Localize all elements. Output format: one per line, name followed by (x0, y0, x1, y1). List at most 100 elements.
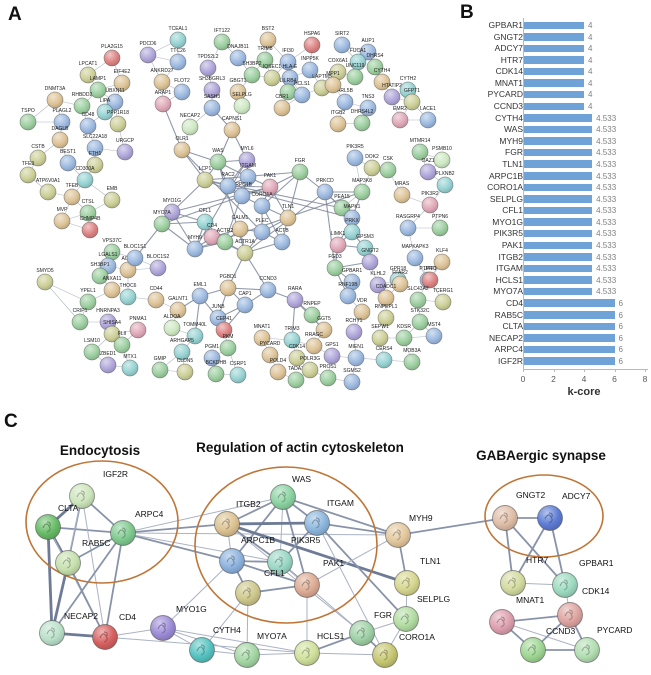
network-node: UNC119 (346, 63, 365, 86)
cluster-edge (122, 496, 284, 534)
bar (523, 264, 593, 273)
cluster-edge (226, 521, 318, 526)
node-label: PLA2G15 (101, 44, 123, 50)
node-label: RNPEPL1 (375, 304, 398, 310)
bar-category-label: PYCARD (487, 89, 523, 100)
network-node: FGR (291, 158, 309, 181)
node-label: MIEN1 (348, 344, 364, 350)
node-label: ALDOA (164, 314, 182, 320)
node-squiggle (221, 518, 230, 530)
node-label: CAP1 (238, 291, 251, 297)
node-label: SGMS2 (343, 368, 361, 374)
node-label: PKM (223, 334, 234, 340)
node-sphere (259, 31, 277, 49)
node-label: KLHL2 (370, 271, 386, 277)
node-sphere (215, 321, 233, 339)
network-node: AUP1 (359, 38, 377, 61)
node-sphere (359, 99, 377, 117)
x-axis-tick-label: 6 (612, 374, 617, 384)
network-node: LAMP1 (89, 76, 106, 99)
node-label: KLF4 (436, 248, 448, 254)
node-sphere (229, 366, 247, 384)
node-sphere (69, 483, 95, 509)
node-label: TOMM40L (183, 322, 207, 328)
network-node: UBXN11 (105, 88, 125, 111)
network-node: PIK3R2 (421, 191, 439, 214)
network-node: ACTR2 (216, 228, 233, 251)
node-label: BLOC1S1 (124, 244, 147, 250)
network-node: ANXA11 (103, 276, 122, 299)
network-node: FLOT2 (173, 78, 191, 101)
bar-row: MYH9 4.533 (0, 136, 651, 146)
network-node: CCND3 (259, 276, 277, 299)
node-sphere (294, 640, 320, 666)
node-label: EML1 (193, 282, 206, 288)
node-label: ARL5B (337, 88, 354, 94)
network-node: CFL1 (196, 208, 214, 231)
network-node: PLAGL2 (53, 108, 72, 131)
node-sphere (154, 95, 172, 113)
bar-value: 6 (618, 356, 623, 366)
cluster-node: NECAP2 (39, 611, 98, 646)
node-squiggle (544, 512, 553, 524)
node-sphere (283, 331, 301, 349)
node-label: MYH9 (409, 513, 433, 523)
node-sphere (261, 346, 279, 364)
node-label: GPBAR1 (579, 558, 614, 568)
network-node: PGBD1 (220, 274, 237, 297)
cluster-node: TLN1 (394, 556, 441, 596)
bar-value: 4.533 (596, 136, 617, 146)
network-node: MYL6 (238, 146, 256, 169)
node-squiggle (76, 490, 85, 502)
node-sphere (343, 223, 361, 241)
bar (523, 102, 584, 111)
node-label: CLDN5 (177, 358, 194, 364)
network-node: SGMS2 (343, 368, 361, 391)
node-label: CEP41 (216, 316, 232, 322)
network-node: MYH9 (186, 235, 204, 258)
node-sphere (119, 288, 137, 306)
cluster-ellipse (25, 460, 179, 584)
node-label: WAS (212, 148, 224, 154)
cluster-title: Regulation of actin cytoskeleton (196, 440, 404, 455)
node-label: TRIM3 (285, 326, 300, 332)
bar-value: 6 (618, 298, 623, 308)
node-sphere (86, 156, 104, 174)
network-node: FLII (113, 331, 131, 354)
node-sphere (235, 580, 261, 606)
node-label: FUCA1 (350, 48, 367, 54)
node-label: MYO7A (257, 631, 287, 641)
node-label: ACTR1A (235, 239, 255, 245)
bar-row: ADCY7 4 (0, 44, 651, 54)
node-sphere (173, 141, 191, 159)
node-sphere (219, 548, 245, 574)
node-label: URGCP (116, 138, 135, 144)
node-label: RASGRP4 (396, 214, 420, 220)
node-sphere (329, 236, 347, 254)
node-label: HCLS1 (294, 81, 310, 87)
node-sphere (305, 337, 323, 355)
cluster-node: ITGB2 (214, 499, 261, 537)
node-sphere (377, 309, 395, 327)
node-sphere (273, 99, 291, 117)
bar-value: 4 (588, 102, 593, 112)
network-node: GFPT1 (403, 88, 421, 111)
node-sphere (169, 53, 187, 71)
network-node: RNF19B (338, 282, 358, 305)
node-label: INPP5K (301, 56, 319, 62)
node-label: COX6A1 (328, 58, 348, 64)
cluster-node: CCND3 (520, 626, 576, 663)
network-node: CLDN5 (176, 358, 194, 381)
node-sphere (393, 606, 419, 632)
node-sphere (29, 149, 47, 167)
node-label: SMYD5 (36, 268, 53, 274)
node-sphere (269, 363, 287, 381)
network-node: SH3BGRL3 (199, 76, 225, 99)
network-node: MYO1G (163, 198, 181, 221)
node-sphere (19, 113, 37, 131)
bar (523, 79, 584, 87)
y-axis-line (523, 18, 524, 369)
node-label: IGF2R (103, 469, 128, 479)
node-sphere (46, 91, 64, 109)
node-label: BEST1 (60, 149, 76, 155)
